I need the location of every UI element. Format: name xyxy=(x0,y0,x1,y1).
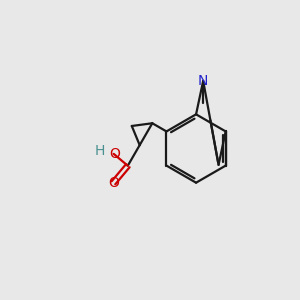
Text: O: O xyxy=(108,176,119,190)
Text: N: N xyxy=(198,74,208,88)
Text: O: O xyxy=(110,147,121,161)
Text: H: H xyxy=(95,145,106,158)
